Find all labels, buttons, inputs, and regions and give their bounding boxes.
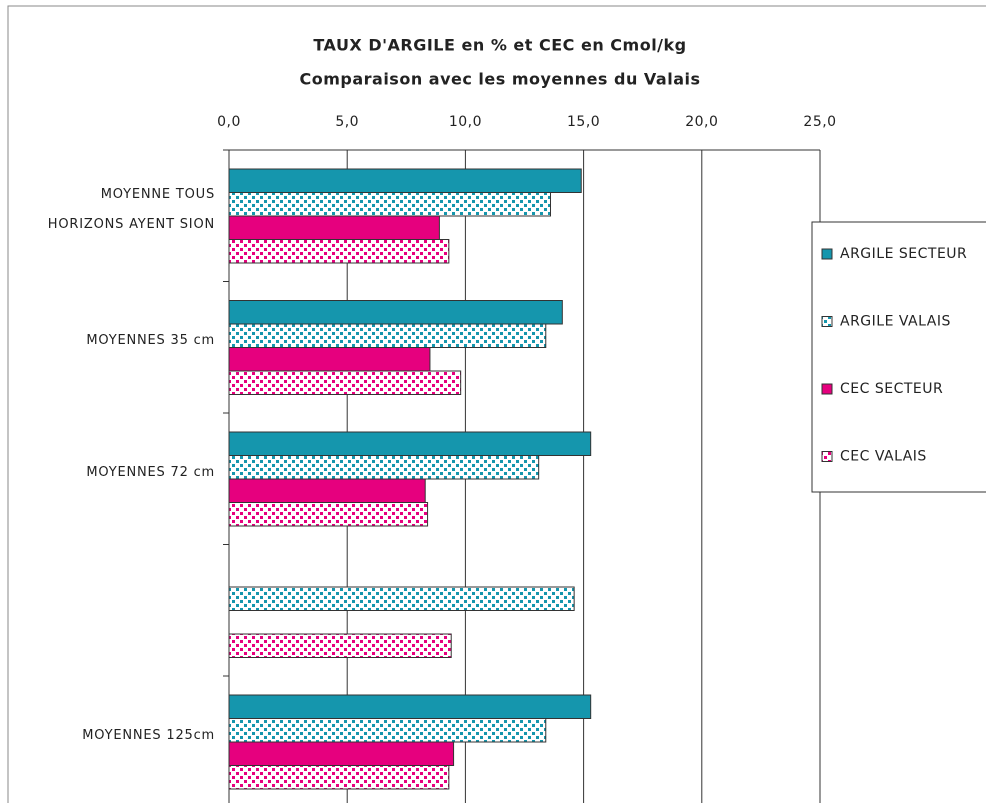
x-tick-label: 20,0 xyxy=(685,114,718,130)
legend-label: ARGILE VALAIS xyxy=(840,314,951,330)
bar xyxy=(228,215,440,240)
y-tick-label: MOYENNES 125cm xyxy=(82,727,215,743)
legend-swatch xyxy=(821,383,833,395)
y-tick-label: MOYENNE TOUS HORIZONS AYENT SION xyxy=(47,186,215,232)
legend-swatch xyxy=(821,248,833,260)
bar xyxy=(228,323,547,348)
legend-label: ARGILE SECTEUR xyxy=(840,246,967,262)
bar xyxy=(228,765,450,790)
bar xyxy=(228,239,450,264)
x-tick-label: 25,0 xyxy=(803,114,836,130)
bar xyxy=(228,633,452,658)
y-tick-label: MOYENNES 72 cm xyxy=(86,464,215,480)
legend-swatch xyxy=(821,316,833,327)
bar xyxy=(228,370,462,395)
bar xyxy=(228,586,575,611)
bar xyxy=(228,694,592,719)
bar xyxy=(228,502,429,527)
chart-title: TAUX D'ARGILE en % et CEC en Cmol/kg xyxy=(313,36,686,55)
chart-subtitle: Comparaison avec les moyennes du Valais xyxy=(299,70,700,89)
bar xyxy=(228,168,582,193)
y-tick-label: MOYENNES 35 cm xyxy=(86,333,215,349)
chart-border xyxy=(7,5,986,803)
legend-label: CEC VALAIS xyxy=(840,449,927,465)
bar xyxy=(228,300,563,325)
bar xyxy=(228,431,592,456)
bar xyxy=(228,478,426,503)
legend-swatch xyxy=(821,451,833,462)
x-tick-label: 0,0 xyxy=(217,114,241,130)
bar xyxy=(228,347,431,372)
bar xyxy=(228,718,547,743)
legend-box xyxy=(811,221,986,493)
legend-label: CEC SECTEUR xyxy=(840,381,943,397)
bar xyxy=(228,192,552,217)
bar xyxy=(228,741,455,766)
x-tick-label: 10,0 xyxy=(449,114,482,130)
x-tick-label: 5,0 xyxy=(335,114,359,130)
x-tick-label: 15,0 xyxy=(567,114,600,130)
bar xyxy=(228,455,540,480)
